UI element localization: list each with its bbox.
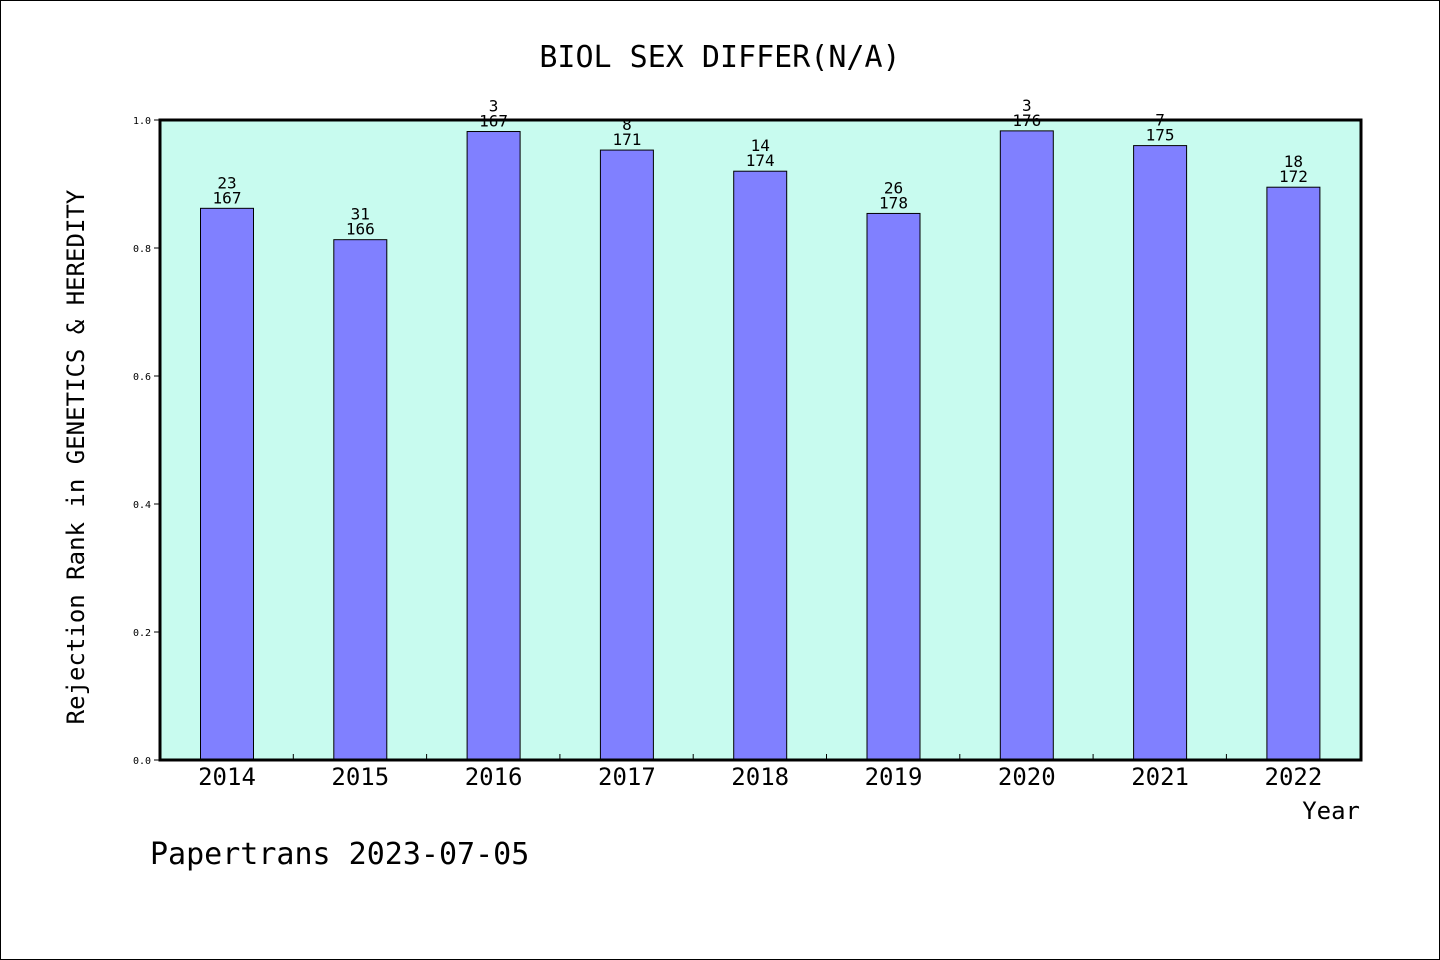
x-tick-label-2015: 2015 (331, 763, 389, 791)
bar-rank-label-2014: 23 (217, 173, 236, 192)
bar-total-label-2022: 172 (1279, 167, 1308, 186)
bar-rank-label-2018: 14 (751, 136, 770, 155)
bar-rank-label-2020: 3 (1022, 96, 1032, 115)
y-tick-label: 0.2 (133, 628, 151, 639)
bar-2018 (733, 170, 788, 761)
y-tick-label: 0.8 (133, 244, 151, 255)
bar-2020 (999, 130, 1054, 761)
bar-rank-label-2022: 18 (1284, 152, 1303, 171)
x-tick-label-2017: 2017 (598, 763, 656, 791)
chart-title: BIOL SEX DIFFER(N/A) (539, 40, 900, 75)
x-tick-label-2019: 2019 (865, 763, 923, 791)
bar-total-label-2018: 174 (746, 151, 775, 170)
x-axis-ticks: 2014 2015 2016 2017 2018 2019 2020 2021 2022 (198, 754, 1322, 791)
x-tick-label-2018: 2018 (731, 763, 789, 791)
x-tick-label-2021: 2021 (1131, 763, 1189, 791)
x-axis-label: Year (1302, 797, 1360, 825)
x-tick-label-2016: 2016 (465, 763, 523, 791)
bar-total-label-2015: 166 (346, 220, 375, 239)
y-tick-label: 0.0 (133, 756, 151, 767)
y-axis-label: Rejection Rank in GENETICS & HEREDITY (62, 189, 90, 724)
y-tick-label: 0.4 (133, 500, 151, 511)
bar-total-label-2014: 167 (213, 188, 242, 207)
y-axis-ticks: 0.0 0.2 0.4 0.6 0.8 1.0 (133, 116, 160, 767)
footer-text: Papertrans 2023-07-05 (150, 837, 529, 872)
bar-2015 (333, 239, 388, 761)
x-tick-label-2022: 2022 (1265, 763, 1323, 791)
x-tick-label-2020: 2020 (998, 763, 1056, 791)
y-tick-label: 1.0 (133, 116, 151, 127)
bar-total-label-2021: 175 (1146, 126, 1175, 145)
bar-2019 (866, 212, 921, 761)
y-tick-label: 0.6 (133, 372, 151, 383)
bar-2014 (200, 207, 254, 761)
bar-2022 (1266, 186, 1321, 761)
bar-2016 (466, 131, 521, 761)
bar-2017 (599, 149, 654, 761)
bar-rank-label-2015: 31 (351, 205, 370, 224)
bar-total-label-2017: 171 (612, 130, 641, 149)
bar-rank-label-2017: 8 (622, 115, 632, 134)
plot-border (158, 118, 1363, 762)
bar-rank-label-2016: 3 (489, 97, 499, 116)
x-tick-label-2014: 2014 (198, 763, 256, 791)
bar-total-label-2019: 178 (879, 193, 908, 212)
bar-rank-label-2019: 26 (884, 178, 903, 197)
bar-2021 (1133, 145, 1188, 761)
